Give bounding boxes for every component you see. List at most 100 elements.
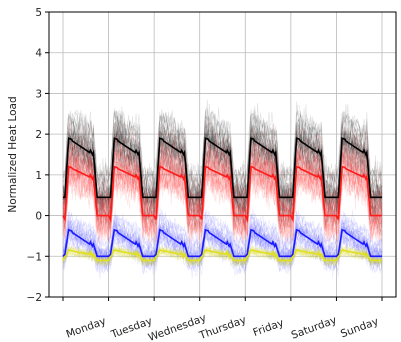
x-tick-label: Wednesday: [147, 312, 208, 342]
sample-line: [62, 235, 383, 278]
sample-line: [62, 151, 383, 231]
sample-line: [62, 150, 383, 230]
mean-lines: [62, 137, 382, 262]
sample-line: [62, 121, 383, 213]
y-tick-label: 5: [35, 7, 42, 19]
sample-line: [62, 117, 383, 197]
sample-line: [62, 204, 383, 251]
sample-line: [62, 168, 383, 246]
sample-line: [62, 108, 383, 190]
sample-line: [62, 136, 383, 221]
sample-line: [62, 120, 383, 208]
x-tick-label: Sunday: [339, 316, 380, 341]
sample-line: [62, 246, 383, 264]
sample-line: [62, 118, 383, 208]
sample-line: [62, 215, 383, 257]
sample-line: [62, 137, 383, 219]
sample-line: [62, 125, 383, 221]
sample-line: [62, 210, 383, 250]
y-tick-label: 2: [35, 129, 42, 141]
sample-line: [62, 134, 383, 220]
mean-line: [62, 228, 382, 258]
sample-line: [62, 136, 383, 220]
sample-line: [62, 165, 383, 248]
sample-line: [62, 137, 383, 221]
x-tick-label: Monday: [65, 315, 108, 340]
sample-line: [62, 150, 383, 234]
sample-line: [62, 221, 383, 265]
y-axis-ticks: −2 −1 0 1 2 3 4 5: [27, 7, 49, 304]
sample-line: [62, 168, 383, 250]
sample-line: [62, 245, 383, 265]
grid-lines: [49, 11, 396, 298]
sample-line: [62, 224, 383, 268]
sample-line: [62, 228, 383, 272]
sample-line: [62, 167, 383, 245]
sample-line: [62, 249, 383, 267]
sample-line: [62, 243, 383, 262]
sample-line: [62, 249, 383, 268]
sample-line: [62, 148, 383, 231]
sample-line: [62, 210, 383, 252]
x-tick-label: Tuesday: [109, 315, 154, 341]
sample-line: [62, 244, 383, 263]
sample-line: [62, 111, 383, 204]
sample-line: [62, 146, 383, 233]
sample-line: [62, 147, 383, 230]
sample-line: [62, 146, 383, 239]
sample-line: [62, 169, 383, 248]
sample-line: [62, 101, 383, 190]
sample-line: [62, 220, 383, 265]
sample-line: [62, 165, 383, 249]
sample-line: [62, 99, 383, 193]
y-tick-label: 3: [35, 88, 42, 100]
sample-line: [62, 251, 383, 269]
sample-line: [62, 145, 383, 225]
sample-line: [62, 135, 383, 217]
sample-line: [62, 165, 383, 244]
sample-line: [62, 219, 383, 267]
sample-line: [62, 230, 383, 274]
sample-line: [62, 123, 383, 212]
sample-line: [62, 247, 383, 265]
plot-frame: [48, 11, 397, 298]
sample-line: [62, 248, 383, 268]
x-tick-label: Saturday: [290, 314, 339, 341]
sample-line: [62, 250, 383, 268]
sample-line: [62, 228, 383, 269]
x-tick-label: Friday: [251, 317, 285, 339]
mean-line: [62, 249, 382, 262]
sample-line: [62, 118, 383, 201]
sample-line: [62, 161, 383, 243]
sample-line: [62, 125, 383, 214]
mean-line: [63, 137, 382, 199]
y-tick-label: 4: [35, 48, 42, 60]
sample-line: [62, 243, 383, 262]
y-tick-label: −1: [27, 251, 42, 263]
sample-line: [62, 106, 383, 198]
sample-line: [62, 219, 383, 262]
sample-line: [62, 164, 383, 241]
sample-line: [62, 147, 383, 224]
sample-line: [62, 132, 383, 218]
sample-line: [62, 120, 383, 211]
sample-line: [62, 213, 383, 256]
y-tick-label: 1: [35, 170, 42, 182]
sample-line: [62, 231, 383, 279]
sample-line: [62, 140, 383, 218]
y-tick-label: 0: [35, 211, 42, 223]
sample-line: [62, 129, 383, 216]
sample-line: [62, 143, 383, 231]
sample-line: [62, 115, 383, 201]
sample-line: [62, 124, 383, 212]
sample-line: [62, 114, 383, 200]
sample-line: [62, 104, 383, 192]
sample-line: [62, 157, 383, 239]
sample-line: [62, 161, 383, 236]
sample-line: [62, 214, 383, 260]
sample-line: [62, 158, 383, 242]
sample-line: [62, 124, 383, 212]
sample-line: [62, 218, 383, 264]
sample-line: [63, 123, 383, 224]
